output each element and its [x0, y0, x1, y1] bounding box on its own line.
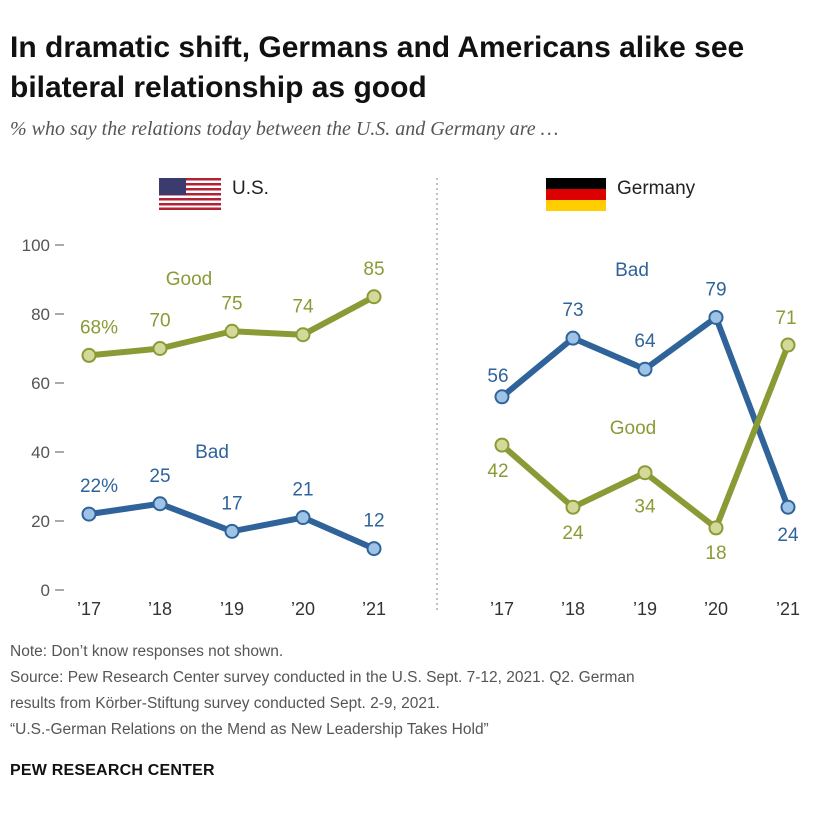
x-tick-label: ’18: [148, 599, 172, 619]
data-label: 68%: [80, 317, 118, 338]
x-tick-label: ’21: [362, 599, 386, 619]
data-point: [494, 437, 510, 453]
y-tick-label: 60: [31, 374, 50, 393]
data-point: [494, 389, 510, 405]
data-label: 34: [634, 497, 656, 518]
y-tick-label: 0: [41, 581, 50, 600]
data-point: [708, 309, 724, 325]
note-text: Note: Don’t know responses not shown.: [10, 643, 284, 660]
data-label: 17: [221, 493, 242, 514]
us-panel-label: U.S.: [232, 178, 269, 199]
us-flag-icon: [159, 178, 221, 210]
x-tick-label: ’17: [77, 599, 101, 619]
y-tick-label: 100: [22, 236, 50, 255]
data-label: 74: [292, 297, 314, 318]
data-label: 70: [149, 311, 170, 332]
data-label: 42: [487, 461, 508, 482]
data-label: 64: [634, 331, 656, 352]
data-label: 12: [363, 511, 384, 532]
data-label: 21: [292, 480, 313, 501]
data-label: 24: [562, 523, 584, 544]
series-name-label: Bad: [195, 442, 229, 463]
x-tick-label: ’19: [220, 599, 244, 619]
data-point: [708, 520, 724, 536]
data-point: [81, 347, 97, 363]
data-point: [81, 506, 97, 522]
data-point: [637, 361, 653, 377]
x-tick-label: ’21: [776, 599, 800, 619]
data-point: [366, 541, 382, 557]
germany-panel-label: Germany: [617, 178, 696, 199]
data-point: [295, 327, 311, 343]
data-label: 75: [221, 293, 242, 314]
data-label: 25: [149, 466, 170, 487]
x-tick-label: ’20: [291, 599, 315, 619]
data-point: [780, 499, 796, 515]
series-name-label: Bad: [615, 260, 649, 281]
pew-logo-text: PEW RESEARCH CENTER: [10, 762, 215, 779]
data-label: 71: [775, 308, 796, 329]
data-label: 24: [777, 525, 799, 546]
germany-flag-icon: [546, 178, 606, 211]
report-title: “U.S.-German Relations on the Mend as Ne…: [10, 721, 489, 738]
data-point: [224, 523, 240, 539]
data-label: 85: [363, 259, 384, 280]
data-label: 56: [487, 366, 508, 387]
x-tick-label: ’19: [633, 599, 657, 619]
charts-svg: 0 20 40 60 80 100 ’17 ’18 ’19 ’20 ’21 68% 70 75 74 85 Go…: [22, 178, 800, 619]
series-name-label: Good: [166, 269, 212, 290]
x-tick-label: ’17: [490, 599, 514, 619]
data-label: 18: [705, 543, 726, 564]
y-tick-label: 20: [31, 512, 50, 531]
data-label: 22%: [80, 476, 118, 497]
x-tick-label: ’18: [561, 599, 585, 619]
data-point: [780, 337, 796, 353]
chart-subtitle: % who say the relations today between th…: [10, 118, 559, 140]
data-label: 73: [562, 300, 583, 321]
data-point: [366, 289, 382, 305]
source-line-2: results from Körber-Stiftung survey cond…: [10, 695, 440, 712]
data-point: [565, 499, 581, 515]
source-line-1: Source: Pew Research Center survey condu…: [10, 669, 635, 686]
x-tick-label: ’20: [704, 599, 728, 619]
data-label: 79: [705, 279, 726, 300]
data-point: [152, 496, 168, 512]
y-tick-label: 80: [31, 305, 50, 324]
data-point: [224, 323, 240, 339]
chart-title: In dramatic shift, Germans and Americans…: [10, 31, 745, 104]
data-point: [565, 330, 581, 346]
series-name-label: Good: [610, 418, 656, 439]
data-point: [152, 341, 168, 356]
data-point: [637, 465, 653, 481]
data-point: [295, 510, 311, 526]
y-tick-label: 40: [31, 443, 50, 462]
